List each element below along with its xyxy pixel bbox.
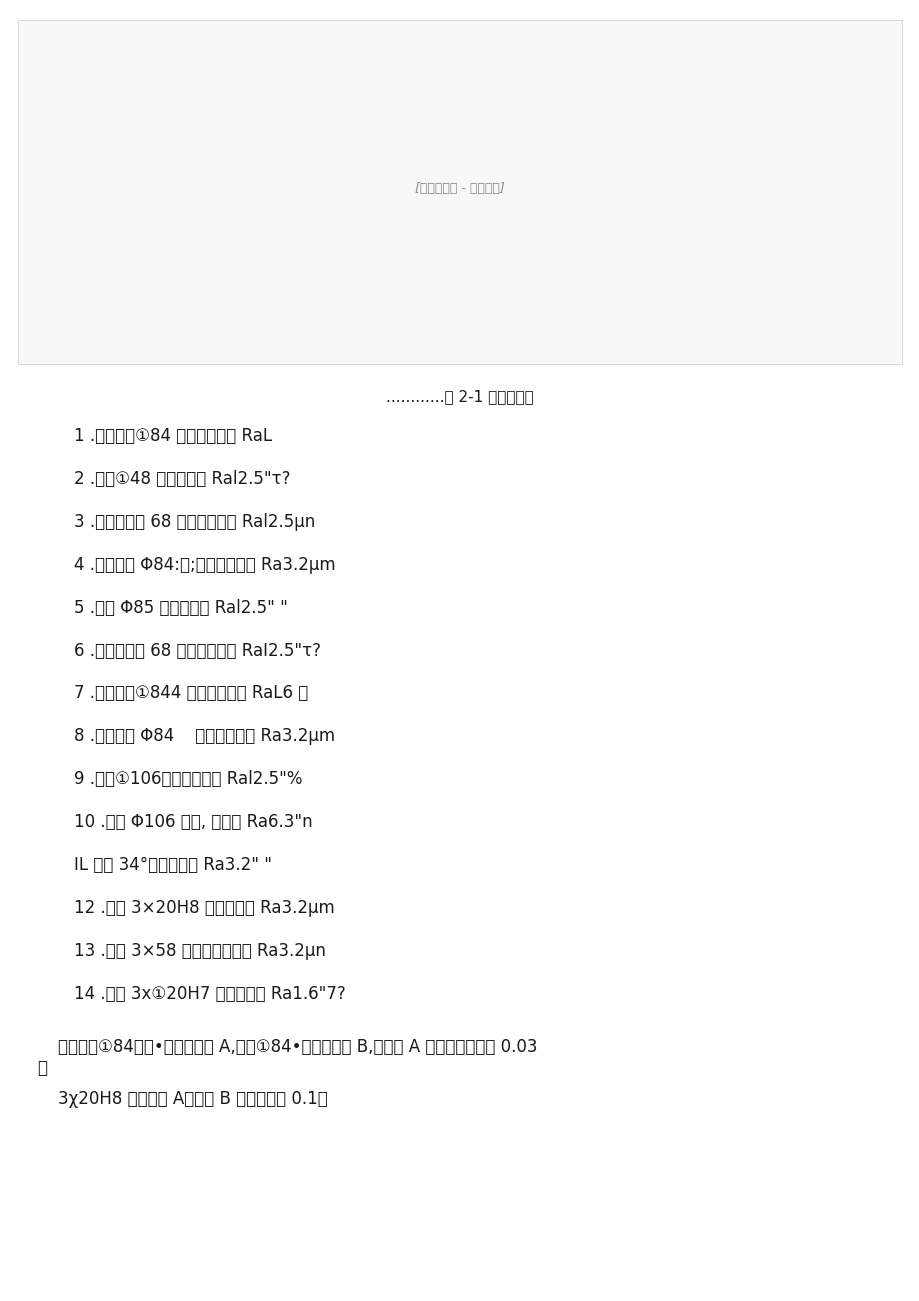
Text: 2 .转子①48 孔，粗糙度 Ral2.5"τ?: 2 .转子①48 孔，粗糙度 Ral2.5"τ?	[74, 470, 289, 488]
Text: 13 .转子 3×58 两侧面，粗糙度 Ra3.2μn: 13 .转子 3×58 两侧面，粗糙度 Ra3.2μn	[74, 942, 325, 960]
Text: 1 .转子右侧①84 黑孔，粗糙度 RaL: 1 .转子右侧①84 黑孔，粗糙度 RaL	[74, 427, 271, 445]
Text: 3χ20H8 槽与基准 A、基准 B 的对称公差 0.1。: 3χ20H8 槽与基准 A、基准 B 的对称公差 0.1。	[37, 1090, 327, 1108]
Text: 8 .转子左侧 Φ84    端面，粗糙度 Ra3.2μm: 8 .转子左侧 Φ84 端面，粗糙度 Ra3.2μm	[74, 727, 335, 745]
Text: ............图 2-1 转子零件图: ............图 2-1 转子零件图	[386, 389, 533, 405]
Text: 3 .转子右侧中 68 沉孔，粗糙度 Ral2.5μn: 3 .转子右侧中 68 沉孔，粗糙度 Ral2.5μn	[74, 513, 314, 531]
Text: IL 转子 34°槽，粗糙度 Ra3.2" ": IL 转子 34°槽，粗糙度 Ra3.2" "	[74, 856, 271, 874]
Text: 14 .转子 3x①20H7 孔，粗糙度 Ra1.6"7?: 14 .转子 3x①20H7 孔，粗糙度 Ra1.6"7?	[74, 985, 345, 1003]
Text: [转子零件图 - 技术图纸]: [转子零件图 - 技术图纸]	[414, 182, 505, 195]
Text: 10 .转子 Φ106 外圆, 粗糙度 Ra6.3"n: 10 .转子 Φ106 外圆, 粗糙度 Ra6.3"n	[74, 813, 312, 831]
Text: 6 .转子左侧中 68 沉孔，粗糙度 RaI2.5"τ?: 6 .转子左侧中 68 沉孔，粗糙度 RaI2.5"τ?	[74, 641, 320, 660]
Text: 7 .转子左侧①844 黑孔，粗糙度 RaL6 人: 7 .转子左侧①844 黑孔，粗糙度 RaL6 人	[74, 684, 308, 703]
Text: 5 .转子 Φ85 孔，粗糙度 Ral2.5" ": 5 .转子 Φ85 孔，粗糙度 Ral2.5" "	[74, 598, 287, 617]
Text: 12 .转子 3×20H8 槽，粗糙度 Ra3.2μm: 12 .转子 3×20H8 槽，粗糙度 Ra3.2μm	[74, 899, 334, 917]
Bar	[18, 20, 901, 364]
Text: 4 .转子右侧 Φ84:搭;端面，粗糙度 Ra3.2μm: 4 .转子右侧 Φ84:搭;端面，粗糙度 Ra3.2μm	[74, 556, 335, 574]
Text: 转子右侧①84：：•黑孔为基准 A,左侧①84•黑孔为基准 B,与基准 A 的同轴度公差中 0.03
；: 转子右侧①84：：•黑孔为基准 A,左侧①84•黑孔为基准 B,与基准 A 的同…	[37, 1038, 537, 1077]
Text: 9 .转子①106端面，粗糙度 Ral2.5"%: 9 .转子①106端面，粗糙度 Ral2.5"%	[74, 770, 301, 788]
